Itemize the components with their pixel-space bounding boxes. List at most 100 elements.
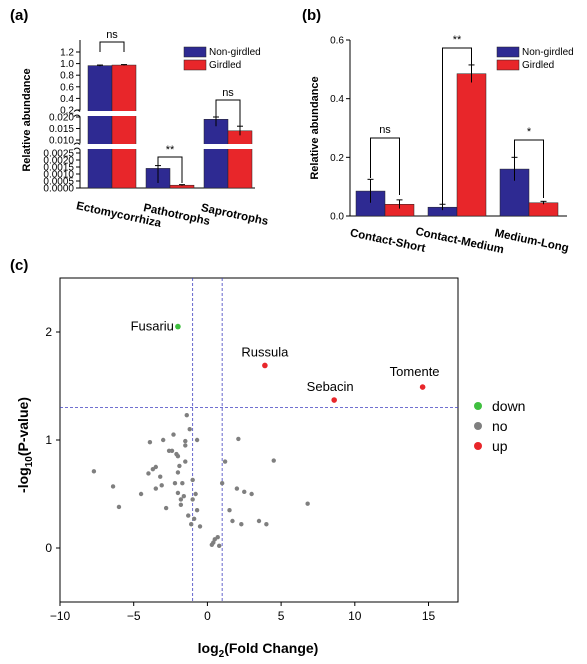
panel-c-x-tick-label: 5 [278, 609, 285, 623]
panel-c-legend-label: down [492, 398, 525, 414]
panel-c-annotation: Sebacin [307, 379, 354, 394]
panel-c-y-tick-label: 2 [45, 325, 52, 339]
panel-c-point-up [262, 362, 268, 369]
panel-b-significance-bracket [514, 139, 544, 198]
panel-c-point-no [178, 497, 184, 502]
panel-c-legend-marker [474, 422, 482, 430]
panel-c-point-no [110, 484, 116, 489]
panel-c-annotation: Russula [241, 344, 289, 359]
panel-c-point-no [175, 490, 181, 496]
panel-b-category-label: Medium-Long [494, 227, 570, 254]
panel-c-ylabel: -log10(P-value) [15, 397, 35, 493]
panel-c-x-tick-label: 0 [204, 609, 211, 623]
panel-c-xlabel: log2(Fold Change) [198, 640, 319, 660]
panel-c-annotation: Tomente [390, 364, 440, 379]
panel-c-y-tick-label: 1 [45, 433, 52, 447]
panel-c-point-no [183, 443, 188, 448]
panel-a-y-tick-label: 0.0010 [43, 170, 74, 181]
panel-a-legend-swatch [183, 59, 207, 71]
panel-c-point-no [194, 508, 200, 513]
panel-c-point-no [305, 501, 310, 506]
panel-c-point-no [239, 522, 244, 527]
panel-c-point-no [147, 439, 153, 445]
panel-c-point-no [256, 518, 262, 524]
panel-a-legend-label: Girdled [209, 60, 241, 71]
panel-c-point-up [419, 384, 426, 390]
panel-a-y-tick-label: 0.015 [49, 124, 74, 135]
panel-a-significance-bracket [157, 156, 183, 183]
panel-a-significance-bracket [99, 41, 125, 52]
panel-b-legend-swatch [496, 59, 520, 71]
panel-c-point-no [158, 474, 163, 479]
panel-a-y-tick-label: 0.0000 [43, 184, 74, 195]
panel-c-legend-marker [474, 442, 482, 450]
panel-a-significance-label: ** [166, 144, 175, 156]
panel-c-chart: -log10(P-value) log2(Fold Change) −10 −5 0… [15, 277, 525, 660]
panel-c-point-no [172, 481, 178, 486]
panel-c-point-no [138, 491, 144, 497]
panel-a-bar [111, 64, 137, 189]
panel-a-significance-label: ns [106, 29, 118, 41]
panel-c-plot-frame [59, 277, 459, 603]
panel-c-point-no [197, 524, 203, 529]
panel-b-legend-label: Girdled [522, 60, 554, 71]
panel-a-y-tick-label: 1.0 [60, 59, 74, 70]
panel-b-category-label: Contact-Medium [414, 226, 505, 256]
panel-c-point-no [163, 505, 169, 511]
panel-a-y-tick-label: 0.8 [60, 71, 74, 82]
panel-c-point-no [264, 522, 269, 527]
panel-c-point-no [160, 437, 166, 443]
panel-a-y-tick-label: 0.0020 [43, 156, 74, 167]
panel-c-point-no [116, 504, 122, 510]
panel-a-y-tick-label: 0.2 [60, 106, 74, 117]
panel-c-point-no [181, 493, 187, 499]
panel-c-point-up [331, 397, 337, 403]
panel-b-y-tick-label: 0.0 [330, 212, 344, 223]
panel-c-x-tick-label: 10 [348, 609, 362, 623]
panel-a-category-label: Saprotrophs [200, 202, 269, 228]
panel-c-point-no [184, 412, 189, 418]
panel-c-point-no [234, 486, 240, 491]
panel-c-point-no [169, 448, 175, 453]
panel-b-chart: Relative abundance 0.00.20.40.6Contact-S… [309, 34, 574, 256]
panel-c-point-no [180, 481, 185, 486]
panel-b-y-tick-label: 0.4 [330, 94, 344, 105]
panel-c-point-no [222, 459, 228, 464]
panel-c-label: (c) [10, 257, 28, 274]
panel-c-legend-label: up [492, 438, 508, 454]
panel-b-legend-label: Non-girdled [522, 47, 574, 58]
panel-a-y-tick-label: 0.0015 [43, 163, 74, 174]
panel-c-legend-label: no [492, 418, 508, 434]
panel-b-ylabel: Relative abundance [309, 76, 321, 179]
panel-c-point-no [171, 432, 176, 437]
panel-c-point-no [175, 454, 181, 459]
panel-c-x-tick-label: 15 [422, 609, 436, 623]
panel-a-bar-break [81, 144, 256, 149]
panel-c-annotation: Fusariu [131, 319, 174, 334]
panel-a-y-tick-label: 0.0005 [43, 177, 74, 188]
panel-c-point-no [242, 489, 247, 495]
panel-b-legend-swatch [496, 46, 520, 58]
panel-c-point-no [236, 436, 241, 442]
panel-a-ylabel: Relative abundance [21, 68, 33, 171]
panel-c-point-no [178, 502, 184, 507]
panel-b-y-tick-label: 0.2 [330, 153, 344, 164]
panel-c-point-no [177, 463, 182, 469]
panel-a-y-tick-label: 0.0025 [43, 149, 74, 160]
panel-c-point-no [217, 543, 222, 549]
panel-c-point-no [188, 522, 194, 527]
panel-c-point-no [186, 513, 191, 518]
panel-a-y-tick-label: 0.010 [49, 136, 74, 147]
panel-c-point-no [191, 516, 197, 522]
panel-a-y-tick-label: 0.6 [60, 82, 74, 93]
panel-c-point-no [215, 535, 220, 540]
panel-b-significance-bracket [370, 137, 400, 195]
panel-c-point-no [230, 518, 235, 524]
panel-c-x-tick-label: −10 [50, 609, 71, 623]
panel-b-significance-label: ** [453, 34, 462, 46]
panel-c-point-no [271, 458, 276, 463]
panel-c-point-no [153, 486, 159, 491]
panel-b-significance-label: ns [379, 124, 391, 136]
panel-c-point-no [187, 427, 192, 432]
